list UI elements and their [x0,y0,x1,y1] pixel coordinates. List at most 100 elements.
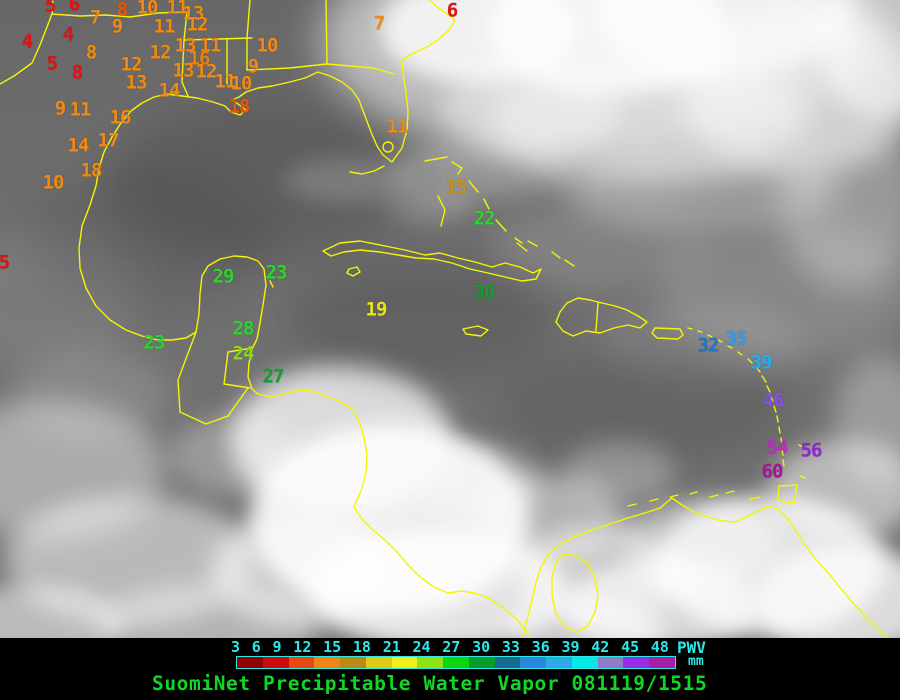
pwv-station-value: 6 [446,0,458,22]
pwv-station-value: 29 [212,265,235,288]
dark-patch [30,170,270,310]
cloud-patch [560,150,840,230]
colorbar-segment [597,657,624,668]
colorbar-segment [546,657,572,668]
cloud-patch [490,200,710,290]
colorbar-segment [623,657,650,668]
colorbar-tick-label: 27 [442,638,461,656]
colorbar-segment [571,657,598,668]
pwv-station-value: 23 [265,261,288,284]
pwv-station-value: 11 [386,115,409,138]
colorbar-segment [468,657,495,668]
pwv-station-value: 9 [247,55,259,78]
pwv-station-value: 30 [473,281,496,304]
pwv-station-value: 18 [228,95,251,118]
pwv-station-value: 11 [166,0,189,19]
pwv-station-value: 13 [174,34,197,57]
pwv-station-value: 32 [697,334,720,357]
pwv-station-value: 9 [111,15,123,38]
colorbar-tick-label: 48 [650,638,669,656]
pwv-station-value: 12 [195,60,218,83]
pwv-station-value: 16 [109,106,132,129]
pwv-station-value: 14 [67,134,90,157]
colorbar-tick-label: 39 [561,638,580,656]
cloud-patch [835,355,900,485]
pwv-station-value: 46 [762,389,785,412]
colorbar-segment [520,657,547,668]
pwv-station-value: 24 [232,342,255,365]
colorbar-segment [443,657,469,668]
pwv-station-value: 13 [125,71,148,94]
pwv-station-value: 60 [761,460,784,483]
pwv-station-value: 8 [85,41,97,64]
colorbar-tick-label: 12 [293,638,312,656]
colorbar-unit-label: PWV [677,638,706,657]
pwv-station-value: 19 [365,298,388,321]
pwv-station-value: 17 [97,129,120,152]
colorbar-tick-row: 3 6 9 12 15 18 21 24 27 30 33 36 39 42 45 48 [231,640,669,655]
colorbar-unit-sub: mm [688,654,704,669]
colorbar-segment [365,657,392,668]
pwv-station-value: 8 [71,61,83,84]
pwv-station-value: 6 [68,0,80,16]
pwv-station-value: 4 [21,30,33,53]
cloud-patch [565,440,675,500]
colorbar-tick-label: 36 [531,638,550,656]
colorbar-segment [494,657,521,668]
pwv-station-value: 15 [445,176,468,199]
dark-patch [490,350,790,470]
pwv-station-value: 35 [725,327,748,350]
cloud-patch [780,110,900,290]
pwv-station-value: 5 [46,52,58,75]
pwv-station-value: 10 [42,171,65,194]
satellite-image [0,0,900,638]
pwv-station-value: 4 [62,23,74,46]
pwv-station-value: 11 [69,98,92,121]
colorbar-tick-label: 45 [621,638,640,656]
colorbar-tick-label: 30 [472,638,491,656]
pwv-station-value: 22 [473,207,496,230]
cloud-patch [660,220,900,360]
colorbar-tick-label: 15 [323,638,342,656]
pwv-station-value: 54 [766,436,789,459]
pwv-station-value: 18 [80,159,103,182]
pwv-station-value: 13 [172,59,195,82]
colorbar-tick-label: 6 [251,638,261,656]
colorbar-segment [417,657,444,668]
pwv-station-value: 7 [89,6,101,29]
colorbar-tick-label: 18 [352,638,371,656]
pwv-station-value: 28 [232,317,255,340]
colorbar-segment [288,657,315,668]
pwv-station-value: 56 [800,439,823,462]
colorbar-tick-label: 24 [412,638,431,656]
product-title: SuomiNet Precipitable Water Vapor 081119… [152,672,708,695]
pwv-station-value: 10 [230,72,253,95]
pwv-station-value: 16 [188,47,211,70]
pwv-station-value: 12 [186,13,209,36]
pwv-station-value: 11 [153,15,176,38]
cloud-patch [170,415,300,495]
pwv-station-value: 10 [256,34,279,57]
pwv-station-value: 11 [199,34,222,57]
pwv-station-value: 12 [149,41,172,64]
colorbar-tick-label: 21 [382,638,401,656]
pwv-station-value: 27 [262,365,285,388]
colorbar [236,656,676,669]
pwv-station-value: 12 [120,53,143,76]
pwv-station-value: 10 [136,0,159,19]
colorbar-segment [649,657,676,668]
pwv-station-value: 39 [750,351,773,374]
colorbar-tick-label: 42 [591,638,610,656]
pwv-station-value: 11 [214,70,237,93]
colorbar-tick-label: 9 [272,638,282,656]
colorbar-segment [237,657,263,668]
colorbar-segment [314,657,341,668]
colorbar-segment [391,657,418,668]
colorbar-segment [340,657,366,668]
cloud-patch [490,55,810,185]
pwv-station-value: 7 [373,12,385,35]
pwv-station-value: 8 [116,0,128,21]
pwv-station-value: 23 [143,331,166,354]
colorbar-tick-label: 33 [501,638,520,656]
